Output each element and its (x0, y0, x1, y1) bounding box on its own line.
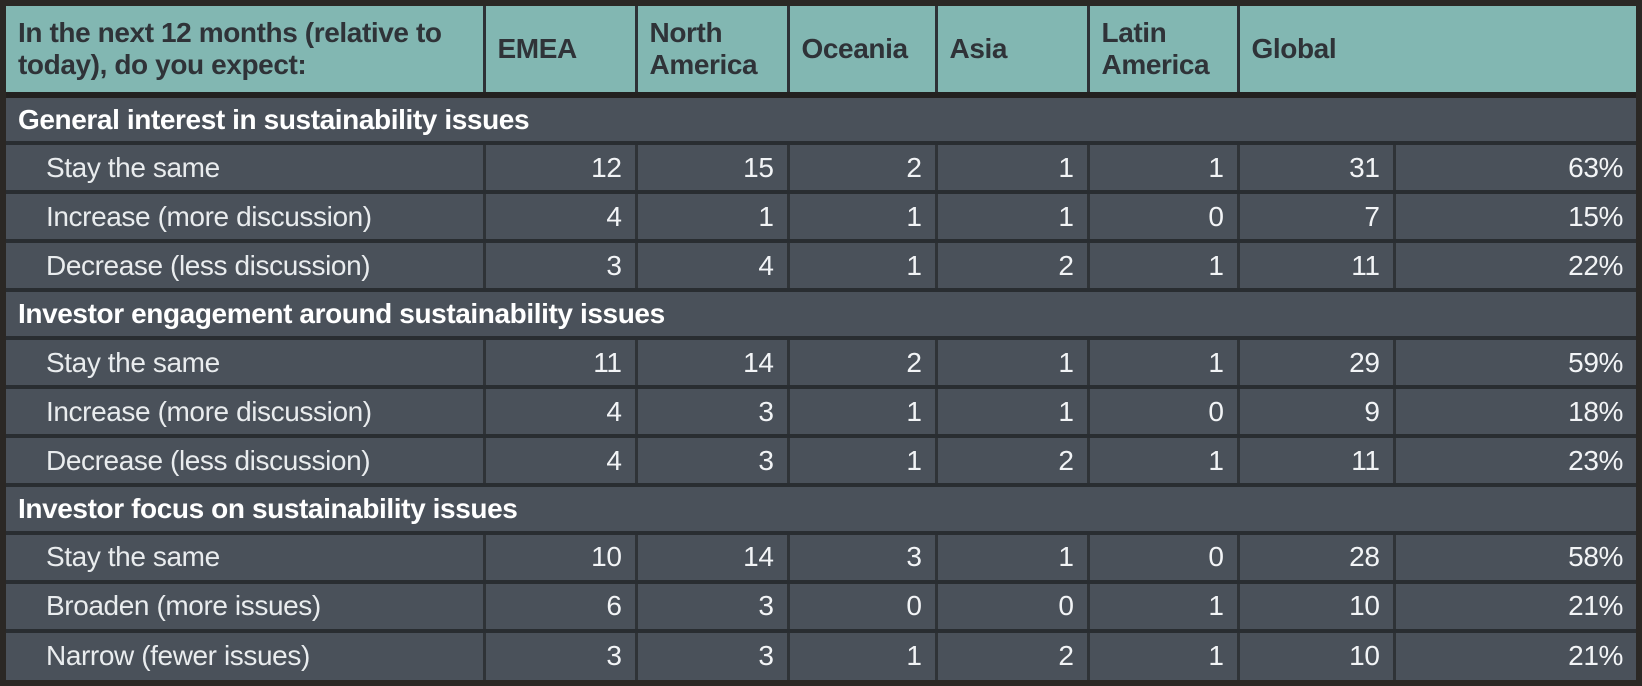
cell-latin-america: 1 (1088, 630, 1240, 680)
cell-north-america: 14 (636, 338, 790, 390)
cell-global: 10 (1238, 581, 1396, 633)
cell-emea: 4 (484, 436, 638, 487)
cell-emea: 6 (484, 581, 638, 633)
cell-oceania: 2 (788, 338, 938, 390)
cell-global: 10 (1238, 630, 1396, 680)
cell-oceania: 1 (788, 192, 938, 244)
cell-north-america: 3 (636, 581, 790, 633)
section-header-row: Investor engagement around sustainabilit… (6, 290, 1636, 341)
cell-latin-america: 1 (1088, 581, 1240, 633)
cell-percent: 22% (1394, 241, 1636, 293)
sustainability-expectations-table: In the next 12 months (relative to today… (6, 6, 1636, 680)
cell-asia: 2 (936, 436, 1090, 487)
cell-oceania: 3 (788, 532, 938, 584)
cell-latin-america: 0 (1088, 532, 1240, 584)
cell-north-america: 3 (636, 436, 790, 487)
cell-asia: 2 (936, 241, 1090, 293)
section-title: General interest in sustainability issue… (6, 95, 1636, 146)
cell-north-america: 3 (636, 630, 790, 680)
cell-global: 28 (1238, 532, 1396, 584)
cell-oceania: 2 (788, 143, 938, 195)
cell-asia: 1 (936, 143, 1090, 195)
section-header-row: Investor focus on sustainability issues (6, 485, 1636, 535)
cell-emea: 3 (484, 630, 638, 680)
row-label: Decrease (less discussion) (6, 436, 486, 487)
row-label: Stay the same (6, 143, 486, 195)
row-label: Narrow (fewer issues) (6, 630, 486, 680)
section-title: Investor focus on sustainability issues (6, 485, 1636, 535)
cell-global: 11 (1238, 241, 1396, 293)
cell-emea: 10 (484, 532, 638, 584)
cell-north-america: 14 (636, 532, 790, 584)
table-row: Broaden (more issues) 6 3 0 0 1 10 21% (6, 581, 1636, 633)
cell-emea: 11 (484, 338, 638, 390)
table-row: Increase (more discussion) 4 3 1 1 0 9 1… (6, 387, 1636, 439)
cell-oceania: 1 (788, 387, 938, 439)
table-row: Decrease (less discussion) 3 4 1 2 1 11 … (6, 241, 1636, 293)
column-header-asia: Asia (936, 6, 1090, 99)
row-label: Broaden (more issues) (6, 581, 486, 633)
cell-percent: 59% (1394, 338, 1636, 390)
question-header-cell: In the next 12 months (relative to today… (6, 6, 486, 99)
cell-percent: 15% (1394, 192, 1636, 244)
cell-oceania: 1 (788, 630, 938, 680)
table-row: Stay the same 12 15 2 1 1 31 63% (6, 143, 1636, 195)
table-row: Stay the same 11 14 2 1 1 29 59% (6, 338, 1636, 390)
cell-emea: 3 (484, 241, 638, 293)
row-label: Increase (more discussion) (6, 192, 486, 244)
row-label: Increase (more discussion) (6, 387, 486, 439)
cell-emea: 12 (484, 143, 638, 195)
row-label: Decrease (less discussion) (6, 241, 486, 293)
cell-global: 9 (1238, 387, 1396, 439)
cell-oceania: 0 (788, 581, 938, 633)
cell-emea: 4 (484, 192, 638, 244)
cell-global: 7 (1238, 192, 1396, 244)
cell-emea: 4 (484, 387, 638, 439)
cell-global: 11 (1238, 436, 1396, 487)
cell-asia: 1 (936, 532, 1090, 584)
cell-global: 31 (1238, 143, 1396, 195)
row-label: Stay the same (6, 532, 486, 584)
cell-percent: 21% (1394, 581, 1636, 633)
cell-latin-america: 0 (1088, 387, 1240, 439)
cell-asia: 0 (936, 581, 1090, 633)
cell-north-america: 15 (636, 143, 790, 195)
column-header-emea: EMEA (484, 6, 638, 99)
cell-percent: 63% (1394, 143, 1636, 195)
cell-north-america: 4 (636, 241, 790, 293)
table-row: Narrow (fewer issues) 3 3 1 2 1 10 21% (6, 630, 1636, 680)
column-header-global: Global (1238, 6, 1636, 99)
cell-global: 29 (1238, 338, 1396, 390)
cell-oceania: 1 (788, 436, 938, 487)
cell-percent: 58% (1394, 532, 1636, 584)
cell-oceania: 1 (788, 241, 938, 293)
table-row: Decrease (less discussion) 4 3 1 2 1 11 … (6, 436, 1636, 487)
cell-latin-america: 1 (1088, 436, 1240, 487)
section-header-row: General interest in sustainability issue… (6, 95, 1636, 146)
cell-latin-america: 1 (1088, 338, 1240, 390)
cell-asia: 1 (936, 338, 1090, 390)
column-header-latin-america: Latin America (1088, 6, 1240, 99)
cell-percent: 18% (1394, 387, 1636, 439)
cell-north-america: 1 (636, 192, 790, 244)
cell-percent: 21% (1568, 640, 1623, 672)
section-title: Investor engagement around sustainabilit… (6, 290, 1636, 341)
table-row: Increase (more discussion) 4 1 1 1 0 7 1… (6, 192, 1636, 244)
table-row: Stay the same 10 14 3 1 0 28 58% (6, 532, 1636, 584)
cell-asia: 1 (936, 192, 1090, 244)
column-header-oceania: Oceania (788, 6, 938, 99)
column-header-north-america: North America (636, 6, 790, 99)
table-header-row: In the next 12 months (relative to today… (6, 6, 1636, 99)
cell-latin-america: 1 (1088, 241, 1240, 293)
cell-asia: 1 (936, 387, 1090, 439)
row-label: Stay the same (6, 338, 486, 390)
cell-latin-america: 1 (1088, 143, 1240, 195)
cell-north-america: 3 (636, 387, 790, 439)
cell-asia: 2 (936, 630, 1090, 680)
cell-percent: 23% (1394, 436, 1636, 487)
cell-latin-america: 0 (1088, 192, 1240, 244)
